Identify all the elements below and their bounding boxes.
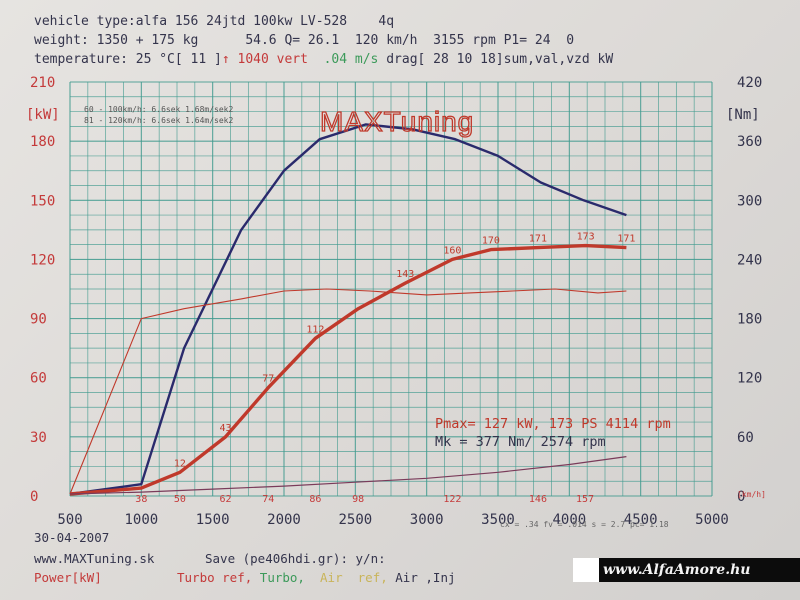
power-data-label: 143 [396, 269, 414, 280]
x-tick-label: 4000 [552, 512, 586, 528]
y-left-tick-label: 150 [30, 193, 55, 209]
legend-line-1: 60 - 100km/h: 6.6sek 1.68m/sek2 [84, 105, 233, 114]
legend-inj: ,Inj [425, 570, 456, 585]
power-data-label: 12 [174, 458, 186, 469]
speed-label: 98 [352, 494, 364, 505]
chart-grid [69, 81, 713, 497]
test-date: 30-04-2007 [34, 530, 110, 545]
y-left-tick-label: 0 [30, 489, 38, 505]
y-right-tick-label: 420 [737, 75, 762, 91]
x-axis-labels: 500 1000 1500 2000 2500 3000 3500 4000 4500 5000 3… [57, 494, 729, 528]
website-text: www.MAXTuning.sk [34, 551, 155, 566]
power-data-label: 171 [529, 234, 547, 245]
y-right-tick-label: 240 [737, 252, 762, 268]
y-left-tick-label: 90 [30, 312, 47, 328]
y-right-tick-label: 300 [737, 193, 762, 209]
series-drag-line [69, 456, 627, 495]
y-right-axis-label: [Nm] [726, 107, 760, 123]
speed-label: 157 [576, 494, 594, 505]
power-data-label: 160 [443, 245, 461, 256]
y-left-tick-label: 60 [30, 371, 47, 387]
y-left-tick-label: 180 [30, 134, 55, 150]
legend-turbo-ref: Turbo ref, [177, 570, 253, 585]
legend-line-2: 81 - 120km/h: 6.6sek 1.64m/sek2 [84, 116, 233, 125]
y-left-axis-label: [kW] [26, 107, 60, 123]
legend-turbo: Turbo, [259, 570, 305, 585]
speed-label: 74 [262, 494, 274, 505]
power-data-label: 77 [262, 374, 274, 385]
watermark-tag-icon [573, 558, 599, 582]
legend-air: Air [395, 570, 418, 585]
watermark-banner: www.AlfaAmore.hu [573, 558, 800, 582]
speed-label: 38 [135, 494, 147, 505]
series-turbo-line [69, 288, 627, 495]
x-tick-label: 3500 [481, 512, 515, 528]
power-data-label: 173 [577, 232, 595, 243]
weight-line: weight: 1350 + 175 kg 54.6 Q= 26.1 120 k… [34, 33, 575, 48]
watermark-text: www.AlfaAmore.hu [603, 562, 751, 578]
chart-series [69, 123, 627, 496]
vehicle-type-line: vehicle type:alfa 156 24jtd 100kw LV-528… [34, 14, 395, 29]
footer-legend: Power[kW] Turbo ref, Turbo, Air ref, Air… [34, 570, 456, 585]
x-tick-label: 2000 [267, 512, 301, 528]
chart-title: MAXTuning [320, 106, 474, 137]
speed-label: 122 [443, 494, 461, 505]
power-data-label: 112 [306, 324, 324, 335]
y-left-tick-label: 30 [30, 430, 47, 446]
x-tick-label: 1000 [124, 512, 158, 528]
temperature-line: temperature: 25 °C[ 11 ]↑ 1040 vert .04 … [34, 52, 613, 67]
speed-label: 50 [174, 494, 186, 505]
x-tick-label: 2500 [338, 512, 372, 528]
speed-label: 146 [529, 494, 547, 505]
result-power: Pmax= 127 kW, 173 PS 4114 rpm [435, 416, 671, 432]
y-axis-labels: 0 30 60 90 120 150 180 210 0 60 120 180 240 300 360 420 [30, 75, 762, 505]
wind-speed-text: .04 m/s [307, 52, 379, 67]
x-tick-label: 5000 [695, 512, 729, 528]
x-tick-label: 500 [57, 512, 82, 528]
coefficients-text: cx = .34 fv = .014 s = 2.7 pc= 1.18 [500, 520, 669, 529]
legend-air-ref: Air ref, [320, 570, 388, 585]
x-tick-label: 3000 [410, 512, 444, 528]
power-data-label: 170 [482, 236, 500, 247]
x-tick-label: 4500 [624, 512, 658, 528]
legend-power: Power[kW] [34, 570, 102, 585]
y-right-tick-label: 360 [737, 134, 762, 150]
y-right-tick-label: 180 [737, 312, 762, 328]
speed-label: 62 [219, 494, 231, 505]
vertical-text: ↑ 1040 vert [221, 52, 308, 67]
power-data-label: 43 [219, 423, 231, 434]
x-tick-label: 1500 [196, 512, 230, 528]
y-left-tick-label: 210 [30, 75, 55, 91]
y-left-tick-label: 120 [30, 252, 55, 268]
temperature-text: temperature: 25 °C[ 11 ] [34, 52, 222, 67]
save-prompt: Save (pe406hdi.gr): y/n: [205, 551, 386, 566]
speed-label: 86 [309, 494, 321, 505]
drag-text: drag[ 28 10 18]sum,val,vzd kW [378, 52, 614, 67]
result-torque: Mk = 377 Nm/ 2574 rpm [435, 434, 606, 450]
y-right-tick-label: 120 [737, 371, 762, 387]
series-torque-line [69, 123, 627, 496]
speed-unit-label: [km/h] [737, 490, 766, 499]
power-data-label: 171 [617, 234, 635, 245]
y-right-tick-label: 0 [737, 489, 745, 505]
series-power-line [69, 243, 627, 496]
chart-marks: 12 43 77 112 143 160 170 171 173 171 [174, 232, 636, 470]
y-right-tick-label: 60 [737, 430, 754, 446]
